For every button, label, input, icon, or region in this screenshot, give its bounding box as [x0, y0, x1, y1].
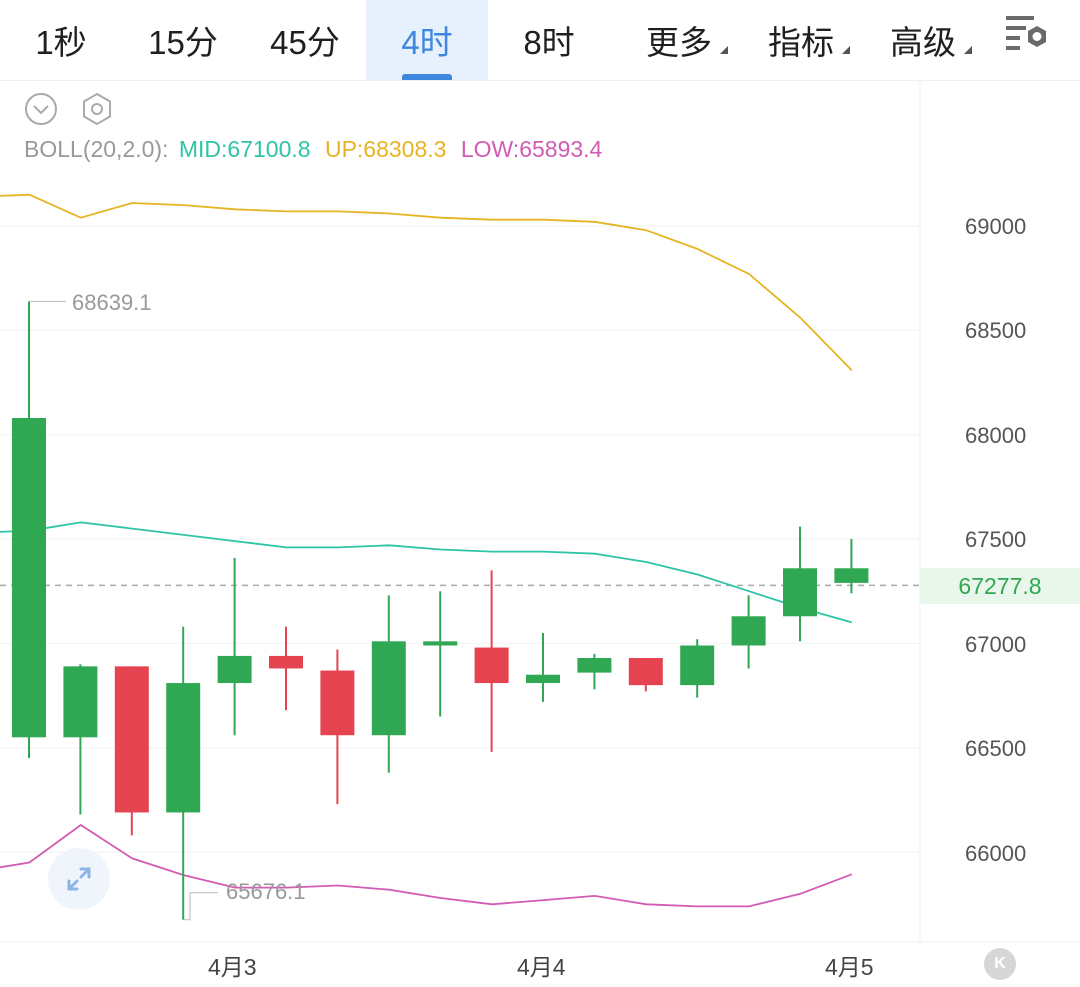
tab-45m[interactable]: 45分 — [244, 0, 366, 80]
tab-label: 1秒 — [35, 24, 87, 61]
candle-body — [474, 647, 509, 684]
chart-settings-icon[interactable] — [1000, 12, 1056, 60]
tab-advanced[interactable]: 高级 — [870, 0, 976, 80]
price-axis-label: 67000 — [965, 632, 1027, 657]
boll-low-value: LOW:65893.4 — [460, 136, 603, 162]
current-price-badge: 67277.8 — [920, 568, 1080, 604]
tab-label: 指标 — [768, 24, 834, 61]
tab-1s[interactable]: 1秒 — [0, 0, 122, 80]
hexagon-settings-icon[interactable] — [80, 92, 114, 126]
expand-arrows-icon — [67, 867, 91, 891]
tab-indicators[interactable]: 指标 — [748, 0, 854, 80]
candle-body — [783, 568, 817, 617]
price-axis-label: 66500 — [965, 736, 1027, 761]
candle-body — [526, 674, 560, 684]
boll-lower-line — [0, 823, 853, 908]
tab-label: 4时 — [401, 24, 453, 61]
price-axis-label: 68500 — [965, 318, 1027, 343]
candle-body — [680, 645, 715, 686]
tab-bar-divider — [0, 80, 1080, 81]
tab-4h[interactable]: 4时 — [366, 0, 488, 80]
candle-body — [12, 418, 46, 738]
boll-mid-value: MID:67100.8 — [178, 136, 311, 162]
boll-name: BOLL(20,2.0): — [24, 136, 169, 162]
k-icon[interactable]: K — [984, 948, 1016, 980]
boll-up-value: UP:68308.3 — [324, 136, 447, 162]
candle-body — [320, 670, 355, 736]
tab-label: 高级 — [890, 24, 956, 61]
chevron-down-circle-icon[interactable] — [24, 92, 58, 126]
candle-body — [166, 683, 201, 813]
price-axis-label: 68000 — [965, 423, 1027, 448]
dropdown-caret-icon — [842, 46, 850, 54]
candle-body — [577, 658, 612, 673]
boll-mid-line — [0, 521, 853, 624]
tab-label: 15分 — [148, 24, 218, 61]
date-axis-label: 4月4 — [517, 954, 566, 980]
candle-body — [423, 641, 458, 646]
price-axis-label: 69000 — [965, 214, 1027, 239]
date-axis-label: 4月5 — [825, 954, 874, 980]
tab-8h[interactable]: 8时 — [488, 0, 610, 80]
candle-body — [217, 655, 252, 684]
low-leader-line — [183, 892, 218, 921]
low-price-label: 65676.1 — [226, 879, 306, 904]
timeframe-tabs: 1秒 15分 45分 4时 8时 更多 指标 高级 — [0, 0, 1080, 80]
candle-body — [269, 655, 303, 669]
boll-indicator-legend: BOLL(20,2.0): MID:67100.8 UP:68308.3 LOW… — [24, 136, 610, 163]
candle-body — [834, 568, 869, 583]
tab-label: 8时 — [523, 24, 575, 61]
price-axis-label: 66000 — [965, 841, 1027, 866]
dropdown-caret-icon — [720, 46, 728, 54]
price-axis-label: 67500 — [965, 527, 1027, 552]
candle-body — [628, 658, 663, 686]
tab-label: 45分 — [270, 24, 340, 61]
candle-body — [371, 641, 406, 736]
tab-15m[interactable]: 15分 — [122, 0, 244, 80]
candle-body — [114, 666, 149, 813]
high-price-label: 68639.1 — [72, 290, 152, 315]
tab-more[interactable]: 更多 — [626, 0, 732, 80]
active-tab-indicator — [402, 74, 452, 80]
candle-body — [731, 616, 766, 646]
dropdown-caret-icon — [964, 46, 972, 54]
candle-body — [63, 666, 98, 738]
boll-upper-line — [0, 193, 853, 372]
date-axis-label: 4月3 — [208, 954, 257, 980]
expand-button[interactable] — [48, 848, 110, 910]
tab-label: 更多 — [646, 24, 712, 61]
